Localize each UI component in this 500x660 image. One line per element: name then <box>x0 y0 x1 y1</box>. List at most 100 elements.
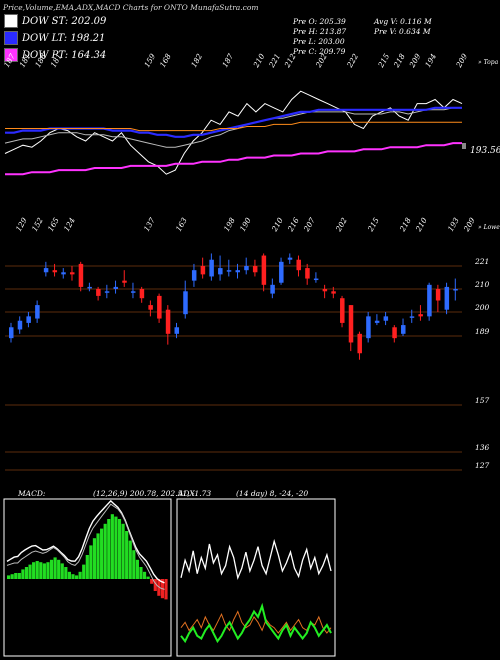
macd-bar <box>67 571 71 579</box>
macd-bar <box>42 563 46 579</box>
candle-body <box>401 325 406 334</box>
legend: DOW ST: 202.09 DOW LT: 198.21 DOW PT: 16… <box>4 14 174 65</box>
candle-body <box>26 316 31 323</box>
ema-top-label: 215 <box>376 52 392 70</box>
macd-line <box>6 499 165 584</box>
macd-params: (12,26,9) 200.78, 202.51, -1.73 <box>93 489 212 498</box>
price-level-label: 136 <box>475 443 490 452</box>
adx-red-line <box>180 610 332 634</box>
candle-body <box>218 268 223 275</box>
adx-panel <box>176 498 336 657</box>
candle-body <box>366 316 371 339</box>
macd-bar <box>53 557 57 579</box>
ema-top-label: 194 <box>423 52 438 69</box>
adx-green-line <box>180 602 332 644</box>
legend-label-pt: DOW PT: 164.34 <box>22 49 107 61</box>
ema-top-label: 221 <box>267 52 282 70</box>
candle-body <box>17 320 23 330</box>
macd-bar <box>89 545 93 579</box>
macd-bar <box>14 573 18 579</box>
ema-price-label: 193.56 <box>470 146 500 156</box>
macd-bar <box>114 516 118 579</box>
candle-body <box>453 289 458 291</box>
macd-bar <box>128 540 132 579</box>
candle-top-label: 137 <box>142 216 157 233</box>
macd-bar <box>39 562 43 579</box>
candle-body <box>392 327 397 339</box>
candle-body <box>357 333 362 354</box>
ema-top-label: 209 <box>407 52 423 70</box>
ema-top-label: 187 <box>2 52 17 69</box>
candle-top-label: 124 <box>62 216 77 233</box>
candle-top-label: 163 <box>174 216 189 233</box>
candle-body <box>331 291 336 294</box>
candle-body <box>87 286 92 289</box>
macd-bar <box>35 561 39 579</box>
candle-body <box>61 272 66 275</box>
macd-bar <box>92 538 97 579</box>
candle-body <box>200 266 206 275</box>
macd-bar <box>24 567 29 579</box>
candle-body <box>444 286 450 310</box>
legend-label-st: DOW ST: 202.09 <box>22 15 107 27</box>
macd-bar <box>100 528 104 579</box>
price-level-label: 189 <box>475 327 490 336</box>
candle-body <box>122 280 127 283</box>
macd-bar <box>117 519 122 579</box>
macd-bar <box>57 559 61 579</box>
pre-high: Pre H: 213.87 <box>293 27 347 36</box>
candle-top-label: 218 <box>397 216 413 234</box>
candle-body <box>383 316 389 321</box>
candle-body <box>209 259 214 277</box>
ema-top-label: 181 <box>49 52 64 69</box>
candle-body <box>113 286 119 289</box>
legend-item-pt: DOW PT: 164.34 <box>4 48 174 62</box>
candle-body <box>279 261 284 283</box>
candle-body <box>348 305 354 343</box>
macd-bar <box>28 564 32 579</box>
ema-top-label: 210 <box>251 52 267 70</box>
ema-top-label: 182 <box>189 52 204 69</box>
legend-item-lt: DOW LT: 198.21 <box>4 31 174 45</box>
macd-bar <box>10 574 14 579</box>
macd-bar <box>7 575 11 579</box>
price-level-label: 127 <box>475 461 490 470</box>
candle-body <box>139 289 145 299</box>
macd-bar <box>153 579 157 591</box>
candle-body <box>148 305 153 310</box>
candle-top-label: 202 <box>333 216 349 234</box>
candle-body <box>52 270 58 273</box>
macd-signal-line <box>6 503 165 590</box>
ema-top-label: 202 <box>313 52 329 70</box>
candle-body <box>183 291 188 315</box>
candle-top-label: 210 <box>413 216 429 234</box>
legend-swatch-lt <box>4 31 18 45</box>
ema-top-label: 209 <box>454 52 470 70</box>
candle-body <box>409 316 415 318</box>
pre-close: Pre C: 209.79 <box>293 47 346 56</box>
candle-body <box>427 284 432 317</box>
legend-swatch-pt <box>4 48 18 62</box>
candle-body <box>235 270 240 273</box>
candle-body <box>313 278 319 281</box>
candle-body <box>226 270 232 272</box>
candle-top-label: 215 <box>365 216 381 234</box>
candle-body <box>252 266 258 273</box>
macd-bar <box>103 523 107 579</box>
macd-bar <box>107 519 111 579</box>
ema-line-3 <box>5 121 462 132</box>
ohlc-right: Avg V: 0.116 M Pre V: 0.634 M <box>374 17 432 37</box>
candle-top-label: 152 <box>30 216 45 233</box>
ema-top-label: 187 <box>220 52 235 69</box>
macd-bar <box>132 550 136 579</box>
candle-body <box>191 270 197 281</box>
candle-body <box>244 266 249 271</box>
ema-top-label: 181 <box>18 52 33 69</box>
macd-bar <box>146 576 150 579</box>
ema-top-label: 159 <box>142 52 157 69</box>
candle-body <box>130 291 136 293</box>
pre-open: Pre O: 205.39 <box>293 17 346 26</box>
candle-body <box>43 268 49 273</box>
macd-bar <box>64 567 68 579</box>
